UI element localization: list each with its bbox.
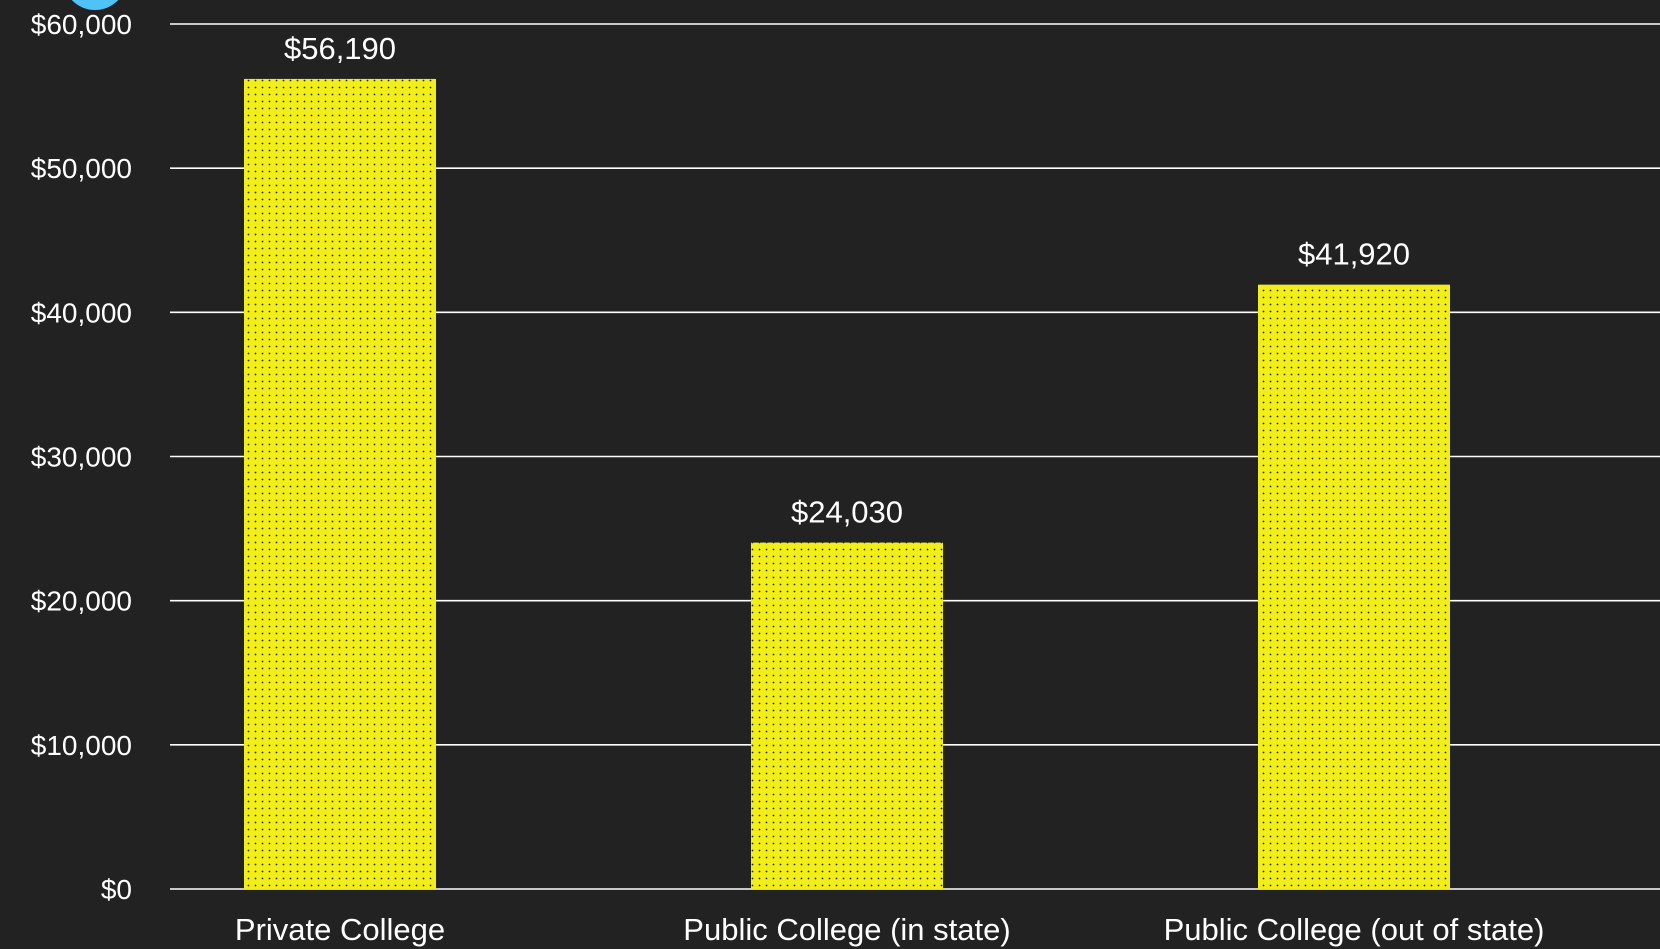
data-labels: $56,190 $24,030 $41,920 xyxy=(284,31,1410,530)
y-tick-label: $30,000 xyxy=(31,442,132,473)
bars xyxy=(244,78,1450,890)
y-tick-label: $40,000 xyxy=(31,297,132,328)
y-axis-tick-labels: $0 $10,000 $20,000 $30,000 $40,000 $50,000 $60… xyxy=(31,9,132,905)
category-label: Public College (in state) xyxy=(683,912,1010,947)
y-tick-label: $60,000 xyxy=(31,9,132,40)
category-label: Private College xyxy=(235,912,445,947)
y-tick-label: $10,000 xyxy=(31,730,132,761)
y-tick-label: $50,000 xyxy=(31,153,132,184)
category-labels: Private College Public College (in state)… xyxy=(235,912,1545,947)
y-tick-label: $20,000 xyxy=(31,586,132,617)
bar-data-label: $41,920 xyxy=(1298,237,1410,272)
bar xyxy=(244,78,436,890)
corner-blob-decoration xyxy=(71,0,119,10)
bar xyxy=(751,542,943,889)
bar-data-label: $24,030 xyxy=(791,495,903,530)
bar-data-label: $56,190 xyxy=(284,31,396,66)
y-tick-label: $0 xyxy=(101,874,132,905)
bar xyxy=(1258,284,1450,889)
category-label: Public College (out of state) xyxy=(1164,912,1545,947)
